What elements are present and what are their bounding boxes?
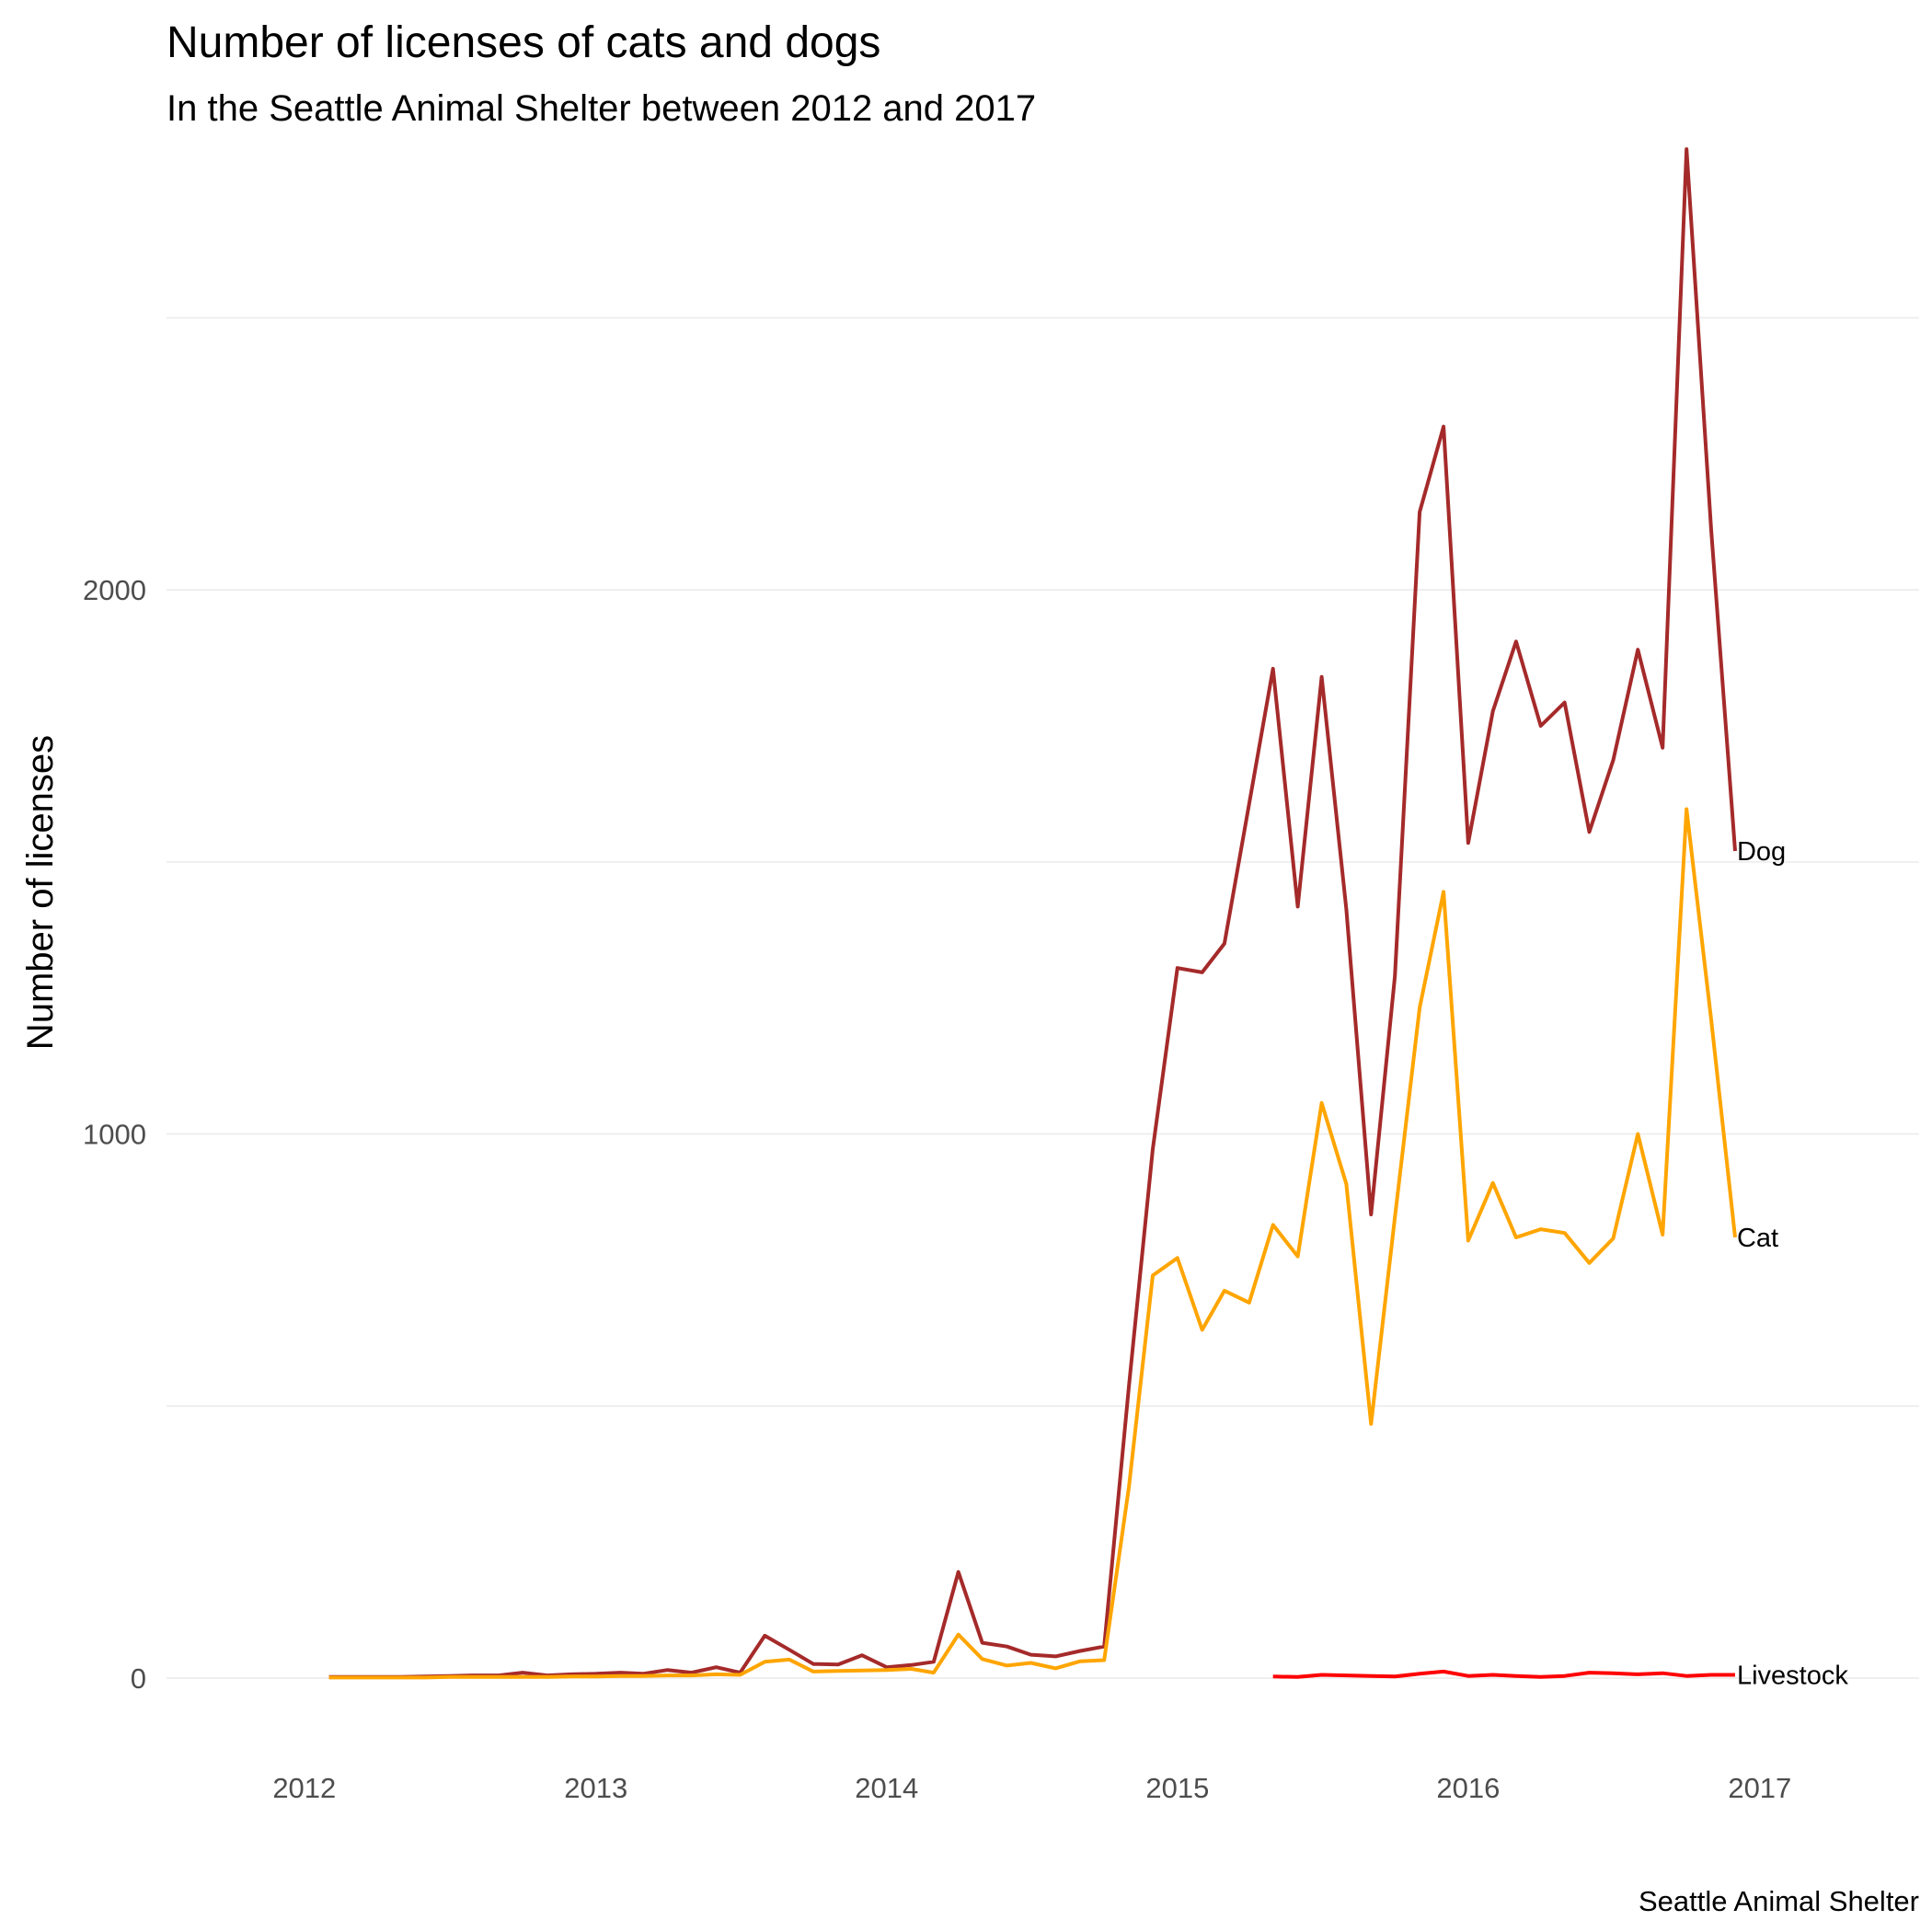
series-label-dog: Dog [1737, 837, 1786, 867]
series-label-livestock: Livestock [1737, 1661, 1848, 1690]
y-axis-label: Number of licenses [20, 735, 61, 1050]
series-lines [328, 147, 1737, 1680]
x-tick-label-2013: 2013 [564, 1772, 627, 1804]
y-tick-label-2000: 2000 [83, 574, 146, 606]
gridlines [167, 316, 1919, 1679]
chart-title: Number of licenses of cats and dogs [167, 18, 880, 67]
x-tick-label-2012: 2012 [272, 1772, 336, 1804]
series-line-cat [328, 807, 1737, 1680]
axis-ticks: 0 1000 2000 2012 2013 2014 2015 2016 2017 [83, 574, 1791, 1804]
series-label-cat: Cat [1737, 1224, 1778, 1253]
x-tick-label-2016: 2016 [1436, 1772, 1500, 1804]
x-tick-label-2014: 2014 [855, 1772, 918, 1804]
series-line-livestock [1272, 1669, 1735, 1679]
chart-caption: Seattle Animal Shelter [1639, 1885, 1919, 1917]
y-tick-label-1000: 1000 [83, 1119, 146, 1151]
chart-subtitle: In the Seattle Animal Shelter between 20… [167, 88, 1036, 129]
x-tick-label-2015: 2015 [1145, 1772, 1209, 1804]
series-labels: Dog Cat Livestock [1737, 837, 1848, 1690]
series-line-dog [328, 147, 1737, 1679]
x-tick-label-2017: 2017 [1728, 1772, 1791, 1804]
y-tick-label-0: 0 [131, 1662, 146, 1695]
